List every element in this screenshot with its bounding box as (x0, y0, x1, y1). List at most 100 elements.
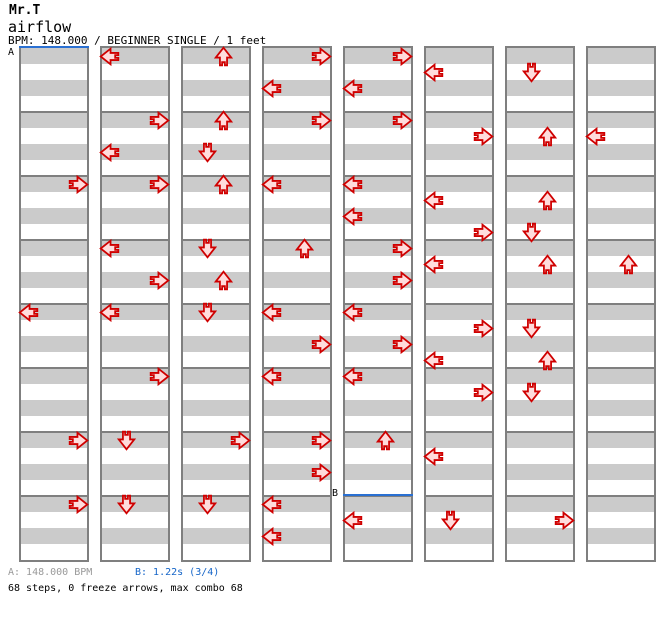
note-right-arrow-icon (230, 430, 251, 451)
measure-line (102, 303, 168, 305)
chart-column (585, 46, 656, 562)
note-left-arrow-icon (18, 302, 39, 323)
chart-column (423, 46, 494, 562)
measure-line (183, 111, 249, 113)
note-left-arrow-icon (342, 174, 363, 195)
measure-line (183, 303, 249, 305)
note-up-arrow-icon (537, 253, 558, 275)
note-left-arrow-icon (342, 366, 363, 387)
marker-b-info: B: 1.22s (3/4) (135, 567, 220, 578)
note-right-arrow-icon (149, 110, 170, 131)
measure-line (183, 239, 249, 241)
note-left-arrow-icon (423, 446, 444, 467)
note-left-arrow-icon (261, 366, 282, 387)
note-up-arrow-icon (537, 349, 558, 371)
measure-line (426, 367, 492, 369)
measure-line (264, 175, 330, 177)
measure-line (102, 111, 168, 113)
note-left-arrow-icon (261, 174, 282, 195)
note-up-arrow-icon (375, 429, 396, 451)
note-down-arrow-icon (197, 238, 218, 259)
note-up-arrow-icon (537, 125, 558, 147)
note-right-arrow-icon (554, 510, 575, 531)
measure-line (588, 303, 654, 305)
measure-line (426, 303, 492, 305)
note-down-arrow-icon (440, 510, 461, 531)
note-down-arrow-icon (521, 222, 542, 243)
note-left-arrow-icon (261, 78, 282, 99)
measure-line (588, 431, 654, 433)
note-left-arrow-icon (585, 126, 606, 147)
chart-column-lanes (183, 45, 251, 560)
measure-line (264, 111, 330, 113)
note-down-arrow-icon (197, 494, 218, 515)
chart-column-lanes (99, 46, 170, 560)
measure-line (264, 239, 330, 241)
measure-line (426, 175, 492, 177)
measure-line (507, 239, 573, 241)
note-left-arrow-icon (423, 254, 444, 275)
measure-line (102, 431, 168, 433)
note-right-arrow-icon (68, 174, 89, 195)
song-title: airflow (8, 18, 72, 36)
note-left-arrow-icon (423, 62, 444, 83)
measure-line (102, 495, 168, 497)
measure-line (345, 431, 411, 433)
marker-b-line (343, 494, 413, 496)
measure-line (426, 431, 492, 433)
measure-line (183, 175, 249, 177)
marker-a-info: A: 148.000 BPM (8, 567, 93, 578)
chart-details: BPM: 148.000 / BEGINNER SINGLE / 1 feet (8, 34, 267, 47)
note-right-arrow-icon (473, 222, 494, 243)
chart-column-lanes (423, 48, 494, 560)
chart-column (99, 46, 170, 562)
chart-column (181, 45, 251, 562)
measure-line (426, 111, 492, 113)
measure-line (21, 303, 87, 305)
note-right-arrow-icon (392, 238, 413, 259)
note-right-arrow-icon (311, 430, 332, 451)
chart-column-lanes (18, 48, 89, 560)
marker-a-line (19, 46, 89, 48)
chart-column-lanes (342, 46, 413, 560)
note-down-arrow-icon (197, 142, 218, 163)
note-left-arrow-icon (261, 302, 282, 323)
measure-line (345, 239, 411, 241)
measure-line (588, 175, 654, 177)
note-down-arrow-icon (116, 494, 137, 515)
measure-line (345, 367, 411, 369)
measure-line (102, 239, 168, 241)
note-up-arrow-icon (213, 173, 234, 195)
measure-line (102, 367, 168, 369)
marker-a-label: A (8, 47, 15, 58)
chart-column (261, 46, 332, 562)
measure-line (21, 431, 87, 433)
measure-line (507, 495, 573, 497)
chart-column (505, 46, 575, 562)
note-right-arrow-icon (473, 318, 494, 339)
measure-line (21, 495, 87, 497)
chart-column-lanes (585, 48, 654, 560)
measure-line (588, 239, 654, 241)
chart-column-lanes (261, 46, 332, 560)
note-down-arrow-icon (521, 62, 542, 83)
note-right-arrow-icon (392, 110, 413, 131)
measure-line (588, 367, 654, 369)
note-left-arrow-icon (261, 494, 282, 515)
note-right-arrow-icon (311, 334, 332, 355)
measure-line (21, 367, 87, 369)
measure-line (507, 367, 573, 369)
marker-b-label: B (332, 488, 339, 499)
measure-line (183, 495, 249, 497)
chart-column-lanes (507, 48, 575, 560)
measure-line (264, 431, 330, 433)
note-left-arrow-icon (99, 46, 120, 67)
note-up-arrow-icon (213, 109, 234, 131)
measure-line (345, 495, 411, 497)
measure-line (507, 111, 573, 113)
note-left-arrow-icon (99, 142, 120, 163)
note-right-arrow-icon (68, 494, 89, 515)
steps-summary: 68 steps, 0 freeze arrows, max combo 68 (8, 583, 243, 594)
